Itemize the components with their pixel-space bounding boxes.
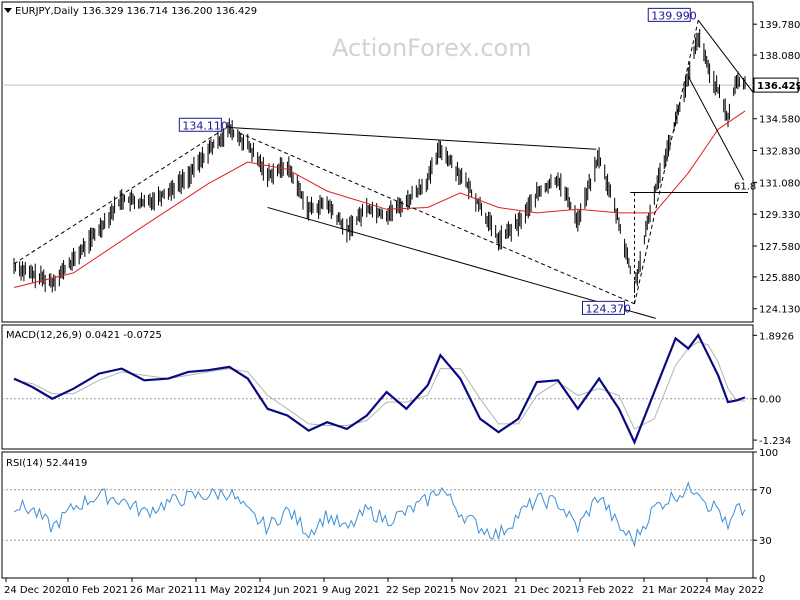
rsi-line bbox=[13, 481, 746, 548]
trendline-rise-dashed bbox=[13, 125, 230, 265]
low-124-370-label: 124.370 bbox=[586, 302, 632, 315]
x-axis-date-label: 4 May 2022 bbox=[705, 585, 764, 596]
peak-134-110-label: 134.110 bbox=[182, 119, 228, 132]
price-layer: 139.990 134.110 124.370 61.8 bbox=[2, 7, 756, 319]
high-139-990-label: 139.990 bbox=[651, 9, 697, 22]
peak-134-110-label-box bbox=[178, 117, 222, 132]
x-axis-date-label: 24 Dec 2020 bbox=[4, 585, 68, 596]
rsi-y-tick-label: 70 bbox=[759, 486, 772, 497]
x-axis-date-label: 11 May 2021 bbox=[194, 585, 259, 596]
price-y-tick-label: 127.580 bbox=[759, 242, 800, 253]
trendline-lower-channel bbox=[267, 206, 656, 319]
macd-signal-line bbox=[13, 341, 746, 430]
x-axis-date-label: 21 Mar 2022 bbox=[642, 585, 705, 596]
trendline-wedge-lower bbox=[687, 76, 745, 181]
price-panel-arrow-icon bbox=[4, 8, 12, 13]
low-124-370-label-box bbox=[582, 300, 625, 315]
rsi-y-tick-label: 30 bbox=[759, 536, 772, 547]
x-axis-date-label: 5 Nov 2021 bbox=[450, 585, 508, 596]
moving-average-line bbox=[13, 110, 746, 288]
macd-layer bbox=[2, 333, 753, 446]
x-axis-date-label: 22 Sep 2021 bbox=[386, 585, 449, 596]
axis-layer: 124.130 125.880 127.580 129.330 131.080 132.8… bbox=[4, 20, 800, 596]
macd-y-tick-label: 0.00 bbox=[759, 395, 781, 406]
price-title: EURJPY,Daily 136.329 136.714 136.200 136… bbox=[15, 6, 257, 17]
price-y-tick-label: 129.330 bbox=[759, 210, 800, 221]
rsi-layer bbox=[2, 481, 753, 548]
fibonacci-61-8-label: 61.8 bbox=[734, 182, 756, 193]
price-y-tick-label: 131.080 bbox=[759, 178, 800, 189]
x-axis-date-label: 26 Mar 2021 bbox=[130, 585, 193, 596]
x-axis-date-label: 24 Jun 2021 bbox=[258, 585, 318, 596]
rsi-title: RSI(14) 52.4419 bbox=[6, 458, 87, 469]
macd-title: MACD(12,26,9) 0.0421 -0.0725 bbox=[6, 330, 162, 341]
macd-line bbox=[13, 333, 746, 446]
rsi-y-tick-label: 100 bbox=[759, 448, 778, 459]
current-price-label: 136.429 bbox=[757, 81, 800, 92]
trendline-upper-channel bbox=[229, 126, 597, 150]
macd-y-tick-label: -1.234 bbox=[759, 436, 791, 447]
price-panel-frame bbox=[1, 1, 754, 323]
x-axis-date-label: 9 Aug 2021 bbox=[322, 585, 380, 596]
price-y-tick-label: 139.780 bbox=[759, 20, 800, 31]
price-y-tick-label: 125.880 bbox=[759, 273, 800, 284]
trendline-wedge-upper bbox=[697, 19, 754, 94]
x-axis-date-label: 10 Feb 2021 bbox=[66, 585, 128, 596]
watermark: ActionForex.com bbox=[332, 34, 532, 62]
x-axis-date-label: 21 Dec 2021 bbox=[514, 585, 578, 596]
price-y-tick-label: 134.580 bbox=[759, 115, 800, 126]
rsi-y-tick-label: 0 bbox=[759, 574, 765, 585]
price-y-tick-label: 138.080 bbox=[759, 51, 800, 62]
price-y-tick-label: 132.830 bbox=[759, 147, 800, 158]
price-y-tick-label: 124.130 bbox=[759, 305, 800, 316]
macd-y-tick-label: 1.8926 bbox=[759, 331, 794, 342]
current-price-tag bbox=[753, 77, 799, 93]
high-139-990-label-box bbox=[647, 7, 691, 22]
rsi-panel-frame bbox=[1, 451, 754, 579]
trendline-fall-dashed bbox=[239, 132, 635, 305]
x-axis-date-label: 3 Feb 2022 bbox=[578, 585, 634, 596]
macd-panel-frame bbox=[1, 324, 754, 450]
